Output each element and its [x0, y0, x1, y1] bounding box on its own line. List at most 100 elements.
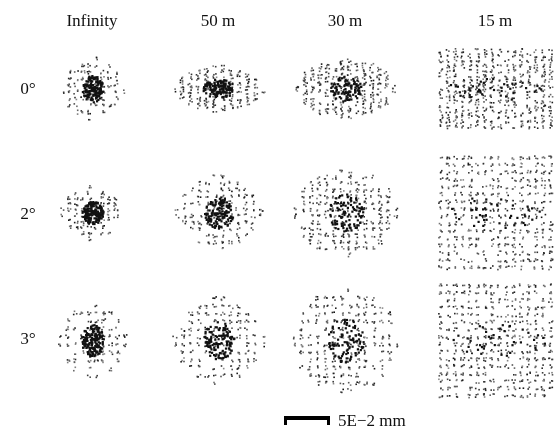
spot-dot: [505, 227, 507, 229]
spot-dot: [101, 79, 103, 81]
spot-dot: [341, 93, 343, 95]
spot-dot: [549, 228, 551, 230]
spot-dot: [366, 337, 368, 339]
spot-dot: [345, 230, 347, 232]
spot-dot: [455, 48, 457, 50]
spot-dot: [355, 105, 357, 107]
spot-dot: [237, 223, 239, 225]
spot-dot: [521, 124, 523, 126]
spot-dot: [253, 361, 255, 363]
spot-dot: [114, 208, 116, 210]
spot-dot: [91, 76, 93, 78]
spot-dot: [334, 319, 336, 321]
spot-dot: [231, 360, 233, 362]
spot-dot: [505, 95, 507, 97]
spot-dot: [332, 348, 334, 350]
spot-dot: [456, 158, 458, 160]
spot-dot: [536, 91, 538, 93]
spot-dot: [548, 155, 550, 157]
spot-dot: [213, 96, 215, 98]
spot-dot: [469, 244, 471, 246]
spot-dot: [332, 197, 334, 199]
spot-dot: [312, 223, 314, 225]
spot-dot: [213, 74, 215, 76]
spot-dot: [520, 166, 522, 168]
spot-dot: [90, 213, 92, 215]
spot-dot: [90, 312, 92, 314]
spot-dot: [485, 80, 487, 82]
spot-dot: [498, 246, 500, 248]
spot-dot: [221, 96, 223, 98]
spot-dot: [211, 212, 213, 214]
spot-dot: [498, 215, 500, 217]
spot-dot: [460, 192, 462, 194]
spot-dot: [111, 313, 113, 315]
spot-dot: [218, 329, 220, 331]
spot-dot: [358, 90, 360, 92]
spot-dot: [440, 157, 442, 159]
spot-dot: [215, 104, 217, 106]
spot-dot: [473, 200, 475, 202]
spot-dot: [364, 94, 366, 96]
spot-dot: [446, 59, 448, 61]
spot-dot: [112, 354, 114, 356]
spot-dot: [527, 121, 529, 123]
spot-dot: [541, 224, 543, 226]
spot-dot: [453, 186, 455, 188]
spot-dot: [357, 69, 359, 71]
spot-dot: [514, 186, 516, 188]
spot-dot: [63, 92, 65, 94]
spot-dot: [484, 207, 486, 209]
spot-dot: [498, 100, 500, 102]
spot-dot: [116, 199, 118, 201]
spot-dot: [325, 81, 327, 83]
spot-dot: [107, 208, 109, 210]
spot-dot: [192, 323, 194, 325]
spot-dot: [223, 68, 225, 70]
spot-dot: [80, 96, 82, 98]
spot-dot: [356, 195, 358, 197]
spot-dot: [536, 236, 538, 238]
row-label: 2°: [20, 204, 35, 223]
spot-dot: [223, 71, 225, 73]
spot-dot: [356, 182, 358, 184]
spot-dot: [254, 95, 256, 97]
spot-dot: [491, 52, 493, 54]
spot-dot: [364, 360, 366, 362]
spot-dot: [497, 187, 499, 189]
spot-dot: [213, 382, 215, 384]
spot-dot: [454, 56, 456, 58]
spot-dot: [552, 246, 554, 248]
spot-dot: [196, 86, 198, 88]
spot-dot: [224, 105, 226, 107]
spot-dot: [530, 121, 532, 123]
spot-dot: [440, 125, 442, 127]
spot-dot: [303, 211, 305, 213]
spot-dot: [387, 220, 389, 222]
spot-dot: [529, 254, 531, 256]
spot-dot: [214, 199, 216, 201]
spot-dot: [94, 354, 96, 356]
spot-dot: [109, 210, 111, 212]
spot-dot: [332, 342, 334, 344]
spot-dot: [379, 307, 381, 309]
spot-dot: [220, 314, 222, 316]
spot-dot: [86, 95, 88, 97]
spot-dot: [389, 191, 391, 193]
spot-dot: [335, 97, 337, 99]
spot-dot: [357, 354, 359, 356]
spot-dot: [461, 201, 463, 203]
spot-dot: [213, 82, 215, 84]
spot-dot: [363, 321, 365, 323]
spot-dot: [209, 209, 211, 211]
spot-dot: [206, 307, 208, 309]
spot-dot: [207, 210, 209, 212]
spot-dot: [519, 54, 521, 56]
spot-dot: [484, 157, 486, 159]
spot-dot: [491, 49, 493, 51]
spot-dot: [462, 121, 464, 123]
spot-dot: [522, 251, 524, 253]
spot-dot: [349, 305, 351, 307]
spot-dot: [461, 101, 463, 103]
spot-dot: [348, 246, 350, 248]
